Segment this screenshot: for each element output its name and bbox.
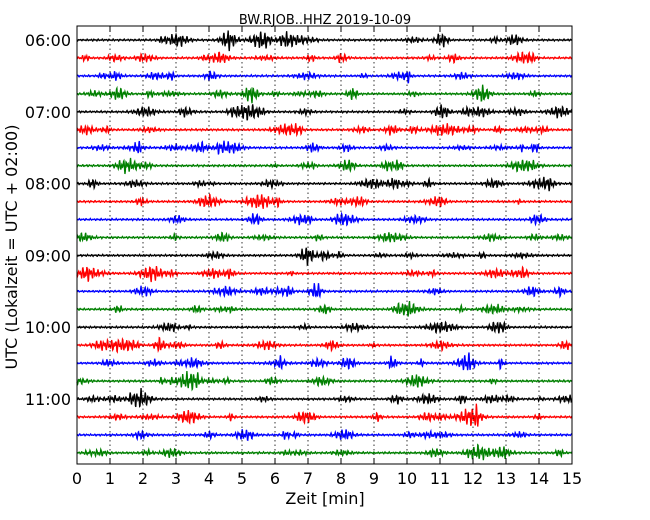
seismic-trace bbox=[76, 140, 573, 155]
x-axis-ticks: 0 1 2 3 4 5 6 7 8 9 10 11 12 13 14 15 bbox=[72, 26, 582, 488]
y-tick-label: 10:00 bbox=[25, 318, 71, 337]
seismic-trace bbox=[76, 84, 573, 104]
seismic-trace bbox=[76, 428, 573, 442]
seismic-trace bbox=[76, 387, 573, 408]
seismic-trace bbox=[76, 70, 573, 84]
x-tick-label: 0 bbox=[72, 469, 82, 488]
plot-frame bbox=[76, 25, 573, 465]
seismic-trace bbox=[76, 283, 573, 299]
x-tick-label: 8 bbox=[336, 469, 346, 488]
seismic-trace bbox=[76, 300, 573, 317]
x-tick-label: 14 bbox=[529, 469, 549, 488]
x-tick-label: 9 bbox=[369, 469, 379, 488]
y-tick-label: 08:00 bbox=[25, 175, 71, 194]
seismic-trace bbox=[76, 403, 573, 427]
trace-group bbox=[76, 30, 573, 461]
x-tick-label: 7 bbox=[303, 469, 313, 488]
x-tick-label: 2 bbox=[138, 469, 148, 488]
x-tick-label: 6 bbox=[270, 469, 280, 488]
seismic-trace bbox=[76, 370, 573, 392]
x-axis-label: Zeit [min] bbox=[285, 489, 364, 508]
x-tick-label: 3 bbox=[171, 469, 181, 488]
x-tick-label: 5 bbox=[237, 469, 247, 488]
grid-lines bbox=[109, 26, 540, 464]
seismic-trace bbox=[76, 193, 573, 209]
seismic-trace bbox=[76, 104, 573, 121]
seismic-trace bbox=[76, 320, 573, 335]
seismic-trace bbox=[76, 123, 573, 138]
seismic-trace bbox=[76, 30, 573, 52]
seismic-trace bbox=[76, 211, 573, 227]
y-tick-label: 11:00 bbox=[25, 390, 71, 409]
y-tick-label: 06:00 bbox=[25, 31, 71, 50]
x-tick-label: 10 bbox=[397, 469, 417, 488]
seismic-trace bbox=[76, 247, 573, 267]
x-tick-label: 12 bbox=[463, 469, 483, 488]
x-tick-label: 15 bbox=[562, 469, 582, 488]
seismic-trace bbox=[76, 50, 573, 65]
seismic-trace bbox=[76, 176, 573, 192]
chart-title: BW.RJOB..HHZ 2019-10-09 bbox=[239, 13, 411, 28]
seismic-trace bbox=[76, 265, 573, 283]
y-tick-label: 07:00 bbox=[25, 103, 71, 122]
seismic-trace bbox=[76, 443, 573, 461]
y-tick-label: 09:00 bbox=[25, 246, 71, 265]
y-axis-label: UTC (Lokalzeit = UTC + 02:00) bbox=[2, 125, 21, 370]
x-tick-label: 13 bbox=[496, 469, 516, 488]
x-tick-label: 11 bbox=[430, 469, 450, 488]
seismic-trace bbox=[76, 157, 573, 175]
x-tick-label: 1 bbox=[105, 469, 115, 488]
x-tick-label: 4 bbox=[204, 469, 214, 488]
y-axis-ticks: 06:00 07:00 08:00 09:00 10:00 11:00 bbox=[25, 31, 572, 409]
seismic-trace bbox=[76, 231, 573, 244]
seismic-trace bbox=[76, 352, 572, 371]
seismic-trace bbox=[77, 336, 573, 354]
